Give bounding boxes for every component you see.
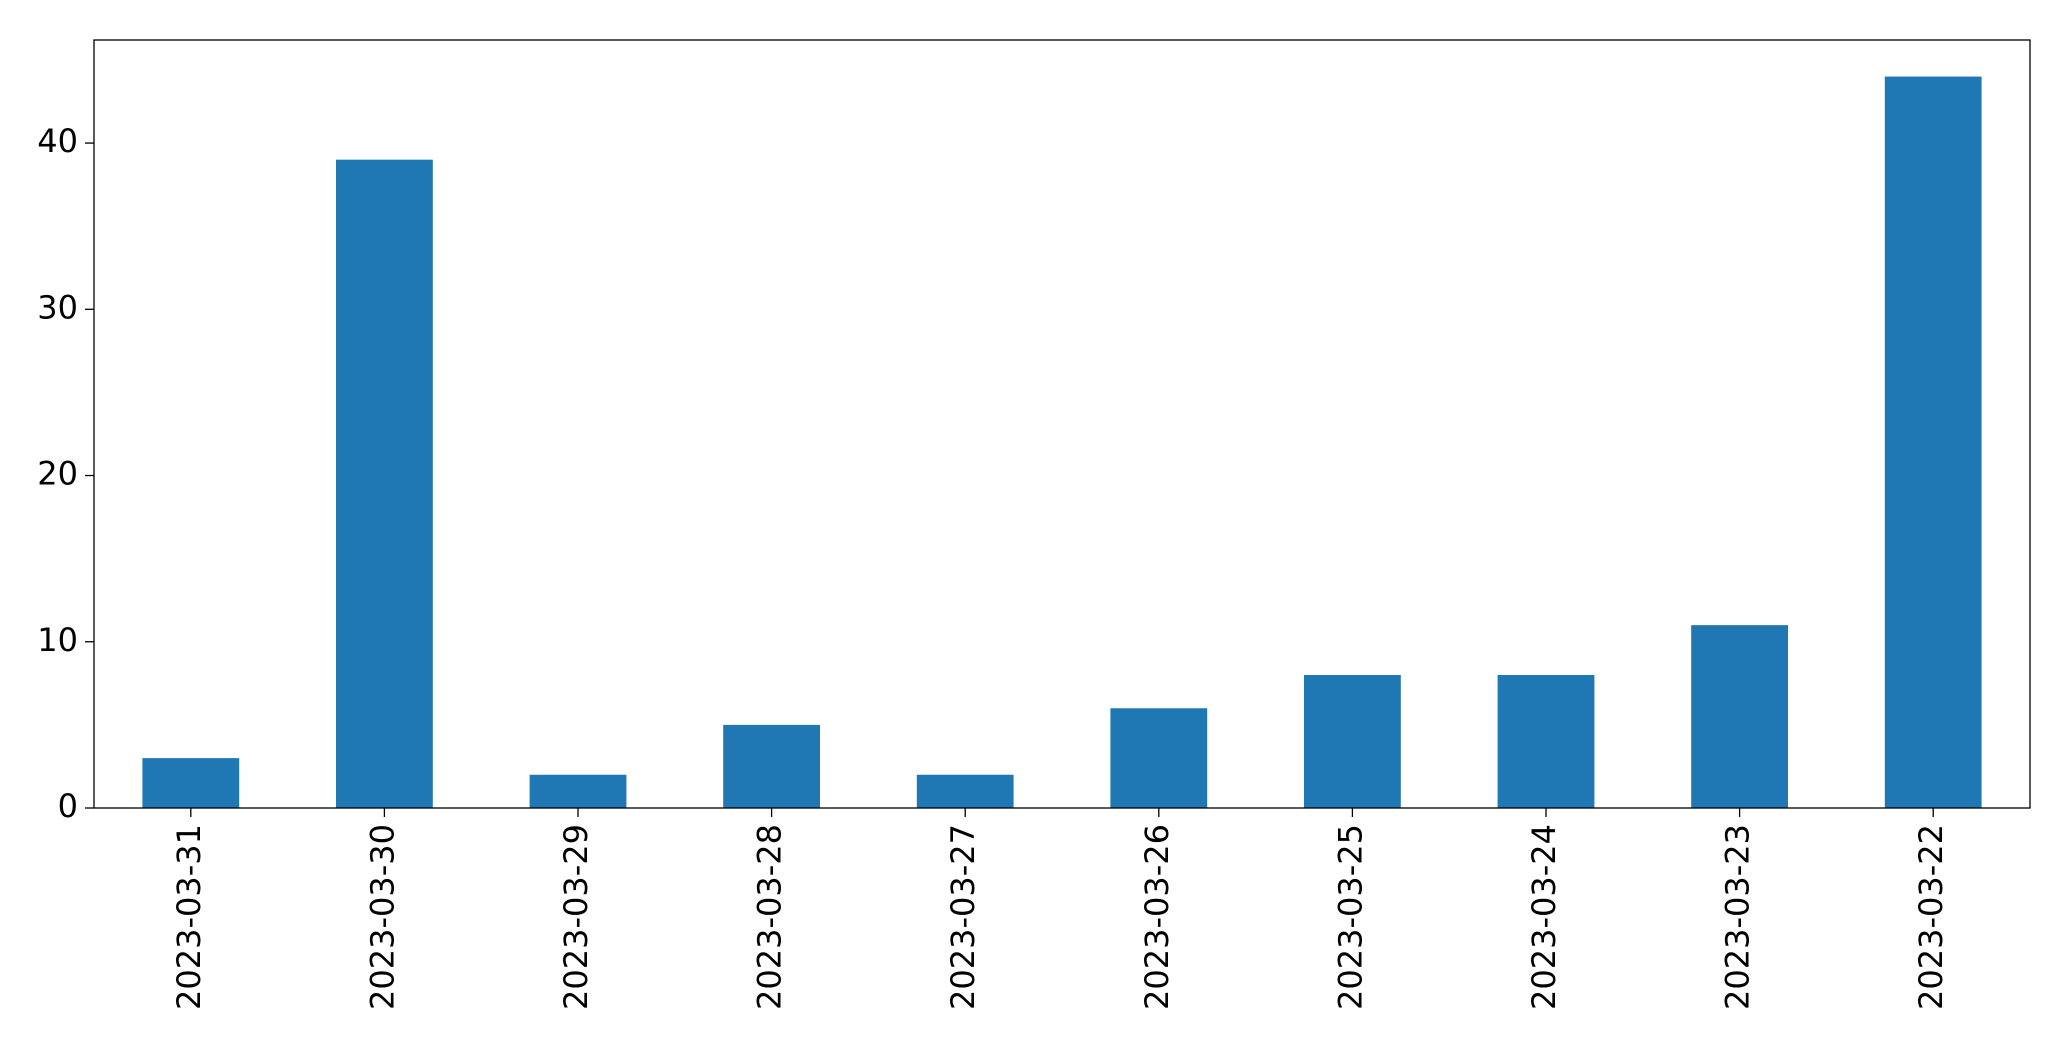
bar — [1497, 675, 1595, 808]
x-tick-label: 2023-03-29 — [557, 824, 595, 1010]
x-tick-label: 2023-03-28 — [751, 824, 789, 1010]
x-tick-label: 2023-03-31 — [170, 824, 208, 1010]
bar — [1304, 675, 1401, 808]
y-tick-label: 40 — [37, 122, 78, 160]
x-tick-label: 2023-03-26 — [1138, 824, 1176, 1010]
bar — [723, 724, 820, 808]
y-tick-label: 20 — [37, 455, 78, 493]
bar — [1884, 76, 1982, 809]
x-tick-label: 2023-03-30 — [363, 824, 401, 1010]
x-tick-label: 2023-03-25 — [1331, 824, 1369, 1010]
x-tick-label: 2023-03-22 — [1912, 824, 1950, 1010]
bar — [916, 774, 1014, 808]
y-tick-label: 30 — [37, 288, 78, 326]
bar — [336, 159, 433, 809]
x-tick-label: 2023-03-24 — [1525, 824, 1563, 1010]
bar — [529, 774, 627, 808]
bar — [1110, 708, 1208, 808]
bar — [142, 758, 240, 808]
y-tick-label: 0 — [58, 787, 78, 825]
y-tick-label: 10 — [37, 621, 78, 659]
x-tick-label: 2023-03-27 — [944, 824, 982, 1010]
plot-frame — [93, 39, 2031, 809]
x-tick-label: 2023-03-23 — [1719, 824, 1757, 1010]
bar — [1691, 625, 1788, 808]
